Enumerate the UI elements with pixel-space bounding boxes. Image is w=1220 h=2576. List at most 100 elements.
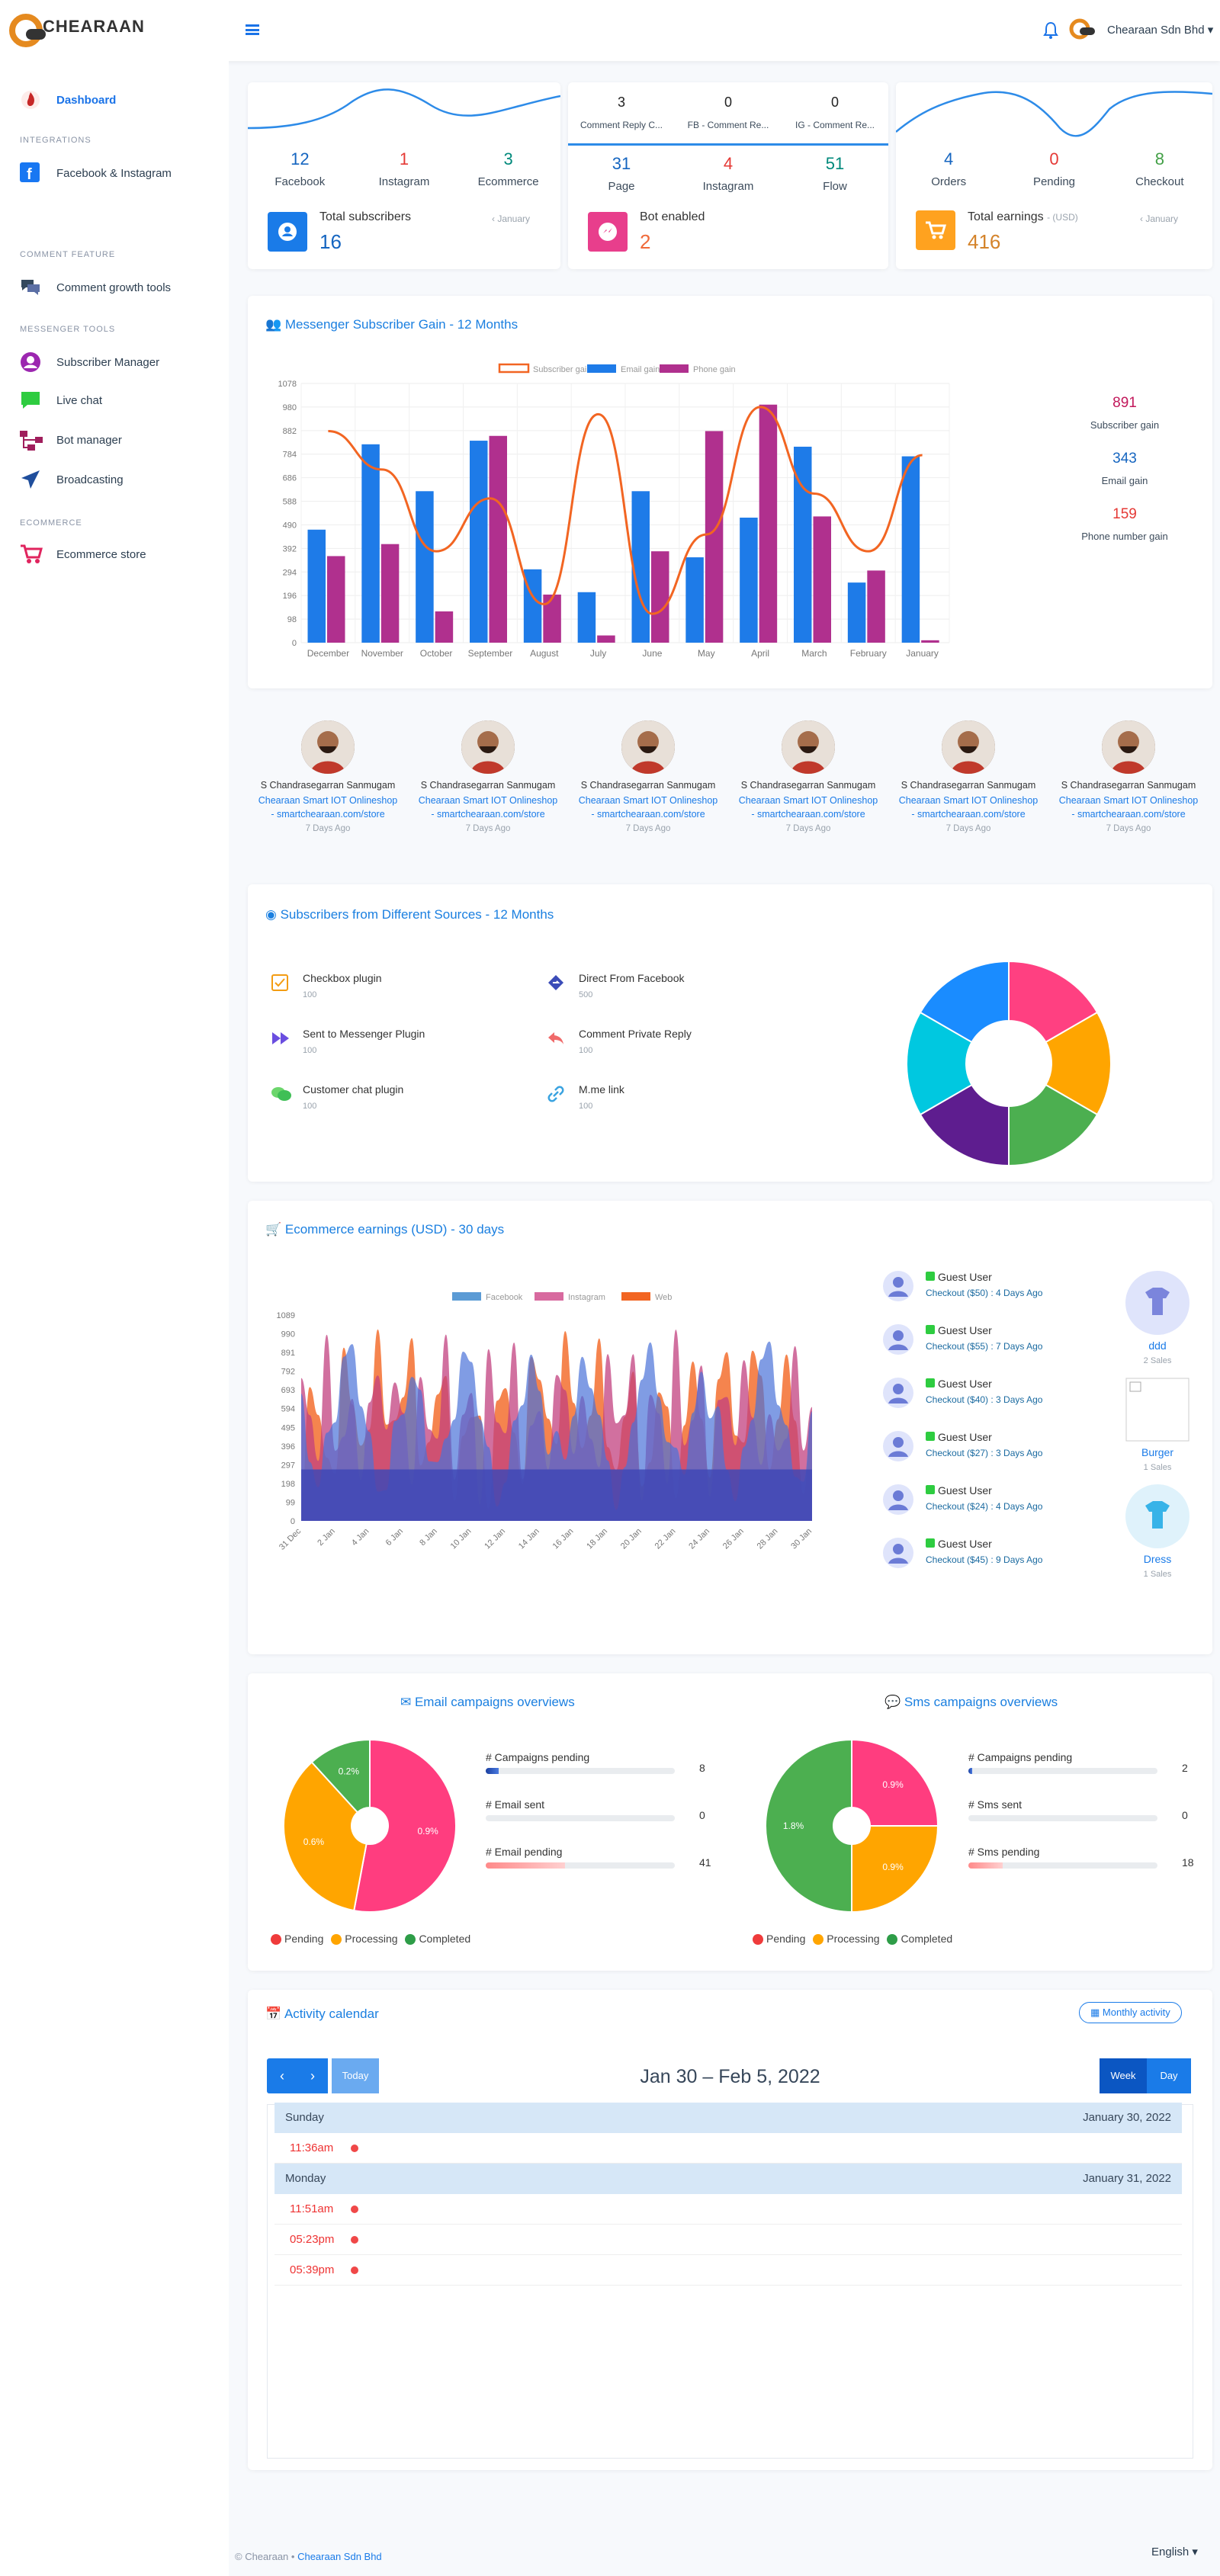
- subscriber-shop[interactable]: Chearaan Smart IOT Onlineshop: [1058, 795, 1199, 806]
- svg-text:f: f: [27, 166, 32, 182]
- bar[interactable]: [705, 431, 724, 643]
- bar[interactable]: [867, 570, 885, 643]
- calendar-event[interactable]: 05:23pm: [274, 2225, 1182, 2255]
- product-item[interactable]: ddd 2 Sales: [1119, 1271, 1196, 1365]
- sidebar-item-dashboard[interactable]: Dashboard: [20, 88, 116, 111]
- stat-label: # Campaigns pending: [486, 1751, 590, 1763]
- footer: © Chearaan • Chearaan Sdn Bhd: [235, 2551, 382, 2562]
- menu-toggle-icon[interactable]: [246, 24, 259, 35]
- subscriber-shop[interactable]: Chearaan Smart IOT Onlineshop: [738, 795, 878, 806]
- sidebar-item-bot-manager[interactable]: Bot manager: [20, 428, 122, 451]
- pie-slice[interactable]: [919, 960, 1010, 1044]
- pie-slice[interactable]: [1045, 1011, 1112, 1116]
- legend-swatch: [535, 1292, 563, 1301]
- user-menu[interactable]: Chearaan Sdn Bhd ▾: [1107, 24, 1214, 37]
- bar[interactable]: [740, 517, 758, 643]
- sidebar-item-facebook-instagram[interactable]: f Facebook & Instagram: [20, 162, 172, 184]
- week-button[interactable]: Week: [1100, 2058, 1147, 2093]
- product-name[interactable]: Burger: [1141, 1446, 1174, 1458]
- pie-slice[interactable]: [906, 1011, 973, 1116]
- product-name[interactable]: ddd: [1148, 1339, 1167, 1352]
- product-item[interactable]: Burger 1 Sales: [1119, 1378, 1196, 1472]
- bar[interactable]: [435, 611, 454, 643]
- subscriber-shop[interactable]: Chearaan Smart IOT Onlineshop: [898, 795, 1039, 806]
- language-selector[interactable]: English ▾: [1151, 2546, 1198, 2558]
- subscriber-url[interactable]: - smartchearaan.com/store: [1071, 809, 1186, 820]
- sidebar-item-ecommerce-store[interactable]: Ecommerce store: [20, 543, 146, 566]
- next-button[interactable]: ›: [297, 2058, 328, 2093]
- subscriber-url[interactable]: - smartchearaan.com/store: [591, 809, 705, 820]
- subscriber-shop[interactable]: Chearaan Smart IOT Onlineshop: [578, 795, 718, 806]
- bar[interactable]: [470, 441, 488, 643]
- bar[interactable]: [380, 544, 400, 643]
- legend-item[interactable]: Phone gain: [660, 364, 736, 374]
- subscriber-shop[interactable]: Chearaan Smart IOT Onlineshop: [258, 795, 398, 806]
- subscriber-url[interactable]: - smartchearaan.com/store: [271, 809, 385, 820]
- bar[interactable]: [651, 551, 669, 643]
- pie-slice[interactable]: [1008, 960, 1099, 1044]
- pie-slice[interactable]: [283, 1761, 368, 1912]
- slice-label: 0.9%: [417, 1826, 438, 1837]
- bar[interactable]: [597, 635, 615, 643]
- pie-slice[interactable]: [310, 1738, 371, 1814]
- legend-item[interactable]: Web: [621, 1292, 672, 1302]
- sidebar-item-live-chat[interactable]: Live chat: [20, 389, 102, 412]
- subscriber-url[interactable]: - smartchearaan.com/store: [911, 809, 1026, 820]
- period-selector[interactable]: ‹ January: [1140, 213, 1179, 224]
- bar[interactable]: [847, 582, 866, 643]
- sidebar-item-comment-growth[interactable]: Comment growth tools: [20, 276, 171, 299]
- company-link[interactable]: Chearaan Sdn Bhd: [297, 2551, 382, 2562]
- monthly-activity-button[interactable]: ▦ Monthly activity: [1079, 2002, 1182, 2023]
- prev-button[interactable]: ‹: [267, 2058, 297, 2093]
- pie-slice[interactable]: [851, 1738, 939, 1827]
- bar[interactable]: [416, 491, 434, 643]
- subscriber-item[interactable]: S Chandrasegarran Sanmugam Chearaan Smart…: [728, 720, 888, 833]
- bar[interactable]: [543, 594, 561, 643]
- bar[interactable]: [489, 435, 508, 643]
- subscriber-item[interactable]: S Chandrasegarran Sanmugam Chearaan Smart…: [888, 720, 1048, 833]
- day-button[interactable]: Day: [1147, 2058, 1191, 2093]
- bar[interactable]: [307, 529, 326, 643]
- bar[interactable]: [901, 456, 920, 643]
- pie-slice[interactable]: [919, 1083, 1010, 1167]
- stat-item: 8 Checkout: [1114, 149, 1206, 188]
- bar[interactable]: [921, 640, 939, 643]
- subscriber-shop[interactable]: Chearaan Smart IOT Onlineshop: [418, 795, 558, 806]
- legend-item[interactable]: Subscriber gain: [498, 363, 591, 374]
- subscriber-item[interactable]: S Chandrasegarran Sanmugam Chearaan Smart…: [1048, 720, 1209, 833]
- pie-slice[interactable]: [851, 1825, 939, 1914]
- logo[interactable]: CHEARAAN: [9, 14, 145, 47]
- today-button[interactable]: Today: [332, 2058, 379, 2093]
- subscriber-item[interactable]: S Chandrasegarran Sanmugam Chearaan Smart…: [408, 720, 568, 833]
- bar[interactable]: [759, 404, 778, 643]
- pie-slice[interactable]: [353, 1738, 457, 1913]
- bar[interactable]: [577, 592, 596, 643]
- bell-icon[interactable]: [1043, 21, 1058, 40]
- product-name[interactable]: Dress: [1143, 1553, 1172, 1565]
- legend-item[interactable]: Email gain: [587, 364, 660, 374]
- pie-slice[interactable]: [1008, 1083, 1099, 1167]
- bar[interactable]: [685, 557, 704, 643]
- legend-label: Phone gain: [693, 365, 736, 374]
- pie-slice[interactable]: [765, 1738, 852, 1914]
- subscriber-url[interactable]: - smartchearaan.com/store: [751, 809, 865, 820]
- subscriber-url[interactable]: - smartchearaan.com/store: [431, 809, 545, 820]
- subscriber-item[interactable]: S Chandrasegarran Sanmugam Chearaan Smart…: [568, 720, 728, 833]
- sidebar-item-subscriber-manager[interactable]: Subscriber Manager: [20, 351, 159, 374]
- subscriber-item[interactable]: S Chandrasegarran Sanmugam Chearaan Smart…: [248, 720, 408, 833]
- period-selector[interactable]: ‹ January: [492, 213, 531, 224]
- bar[interactable]: [631, 491, 650, 643]
- avatar[interactable]: [1069, 18, 1095, 43]
- calendar-event[interactable]: 11:51am: [274, 2194, 1182, 2225]
- calendar-title: 📅 Activity calendar: [265, 2007, 379, 2022]
- legend-item[interactable]: Instagram: [535, 1292, 605, 1302]
- legend-item[interactable]: Facebook: [452, 1292, 523, 1302]
- bar[interactable]: [327, 556, 345, 643]
- calendar-event[interactable]: 11:36am: [274, 2133, 1182, 2164]
- bar[interactable]: [794, 446, 812, 643]
- sidebar-item-broadcasting[interactable]: Broadcasting: [20, 468, 124, 491]
- calendar-event[interactable]: 05:39pm: [274, 2255, 1182, 2286]
- product-item[interactable]: Dress 1 Sales: [1119, 1484, 1196, 1579]
- bar[interactable]: [813, 516, 832, 643]
- bar[interactable]: [361, 444, 380, 643]
